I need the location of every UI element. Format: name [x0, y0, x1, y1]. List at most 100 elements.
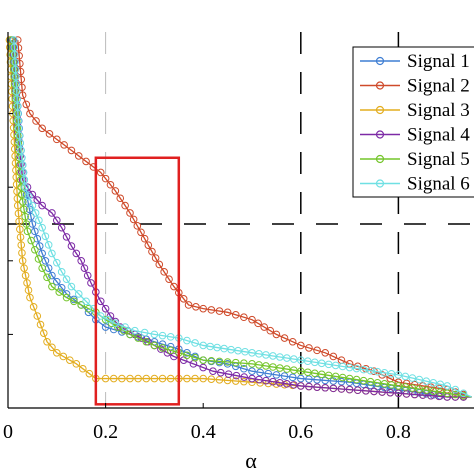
data-point [70, 297, 78, 306]
data-point [422, 377, 431, 385]
data-point [183, 336, 191, 345]
data-point [53, 216, 61, 225]
data-point [280, 372, 289, 380]
grid-lines [8, 32, 474, 408]
legend-label: Signal 5 [407, 149, 470, 170]
data-point [38, 201, 46, 210]
data-point [38, 124, 46, 133]
data-point [216, 368, 225, 377]
data-point [429, 378, 438, 387]
x-tick-label: 0.6 [288, 421, 313, 443]
x-tick-label: 0.8 [386, 421, 411, 443]
data-point [80, 264, 89, 272]
data-point [160, 268, 168, 276]
legend-label: Signal 2 [407, 76, 470, 97]
data-point [22, 220, 31, 228]
data-point [191, 339, 199, 347]
data-point [231, 310, 240, 319]
data-point [380, 368, 389, 377]
data-point [144, 241, 153, 249]
legend: Signal 1 Signal 2 Signal 3 Signal 4 Signal 5… [352, 46, 474, 198]
data-point [288, 373, 297, 382]
data-point [283, 380, 291, 388]
data-point [401, 372, 410, 381]
x-tick-label: 0.2 [93, 421, 118, 443]
data-point [87, 279, 95, 287]
data-point [183, 349, 191, 357]
data-point [207, 306, 216, 314]
data-point [48, 209, 56, 217]
data-point [14, 117, 23, 125]
series-line [13, 39, 472, 398]
data-point [313, 346, 321, 355]
data-point [29, 303, 38, 311]
data-point [451, 385, 460, 394]
data-point [184, 301, 193, 309]
data-point [77, 257, 85, 265]
data-point [451, 390, 460, 399]
data-point [38, 249, 46, 258]
data-point [142, 337, 151, 346]
data-point [373, 378, 382, 387]
data-point [199, 374, 207, 383]
legend-marker [375, 154, 385, 164]
data-point [207, 375, 216, 383]
data-point [199, 363, 207, 372]
legend-marker [375, 130, 385, 139]
data-point [19, 168, 28, 177]
data-point [60, 141, 68, 149]
data-point [111, 319, 120, 328]
x-tick-label: 0 [3, 421, 13, 443]
data-point [28, 220, 37, 228]
data-point [150, 341, 159, 350]
data-point [101, 374, 110, 383]
data-point [373, 367, 382, 376]
data-point [23, 279, 31, 287]
data-point [62, 293, 71, 302]
data-point [157, 345, 165, 353]
data-point [8, 36, 16, 44]
data-point [324, 360, 333, 369]
data-point [166, 346, 175, 355]
data-point [15, 217, 23, 226]
data-point [18, 257, 27, 265]
data-point [317, 370, 326, 379]
data-point [415, 385, 424, 393]
data-point [21, 212, 29, 221]
data-point [12, 80, 21, 88]
data-point [232, 371, 241, 380]
data-point [329, 352, 338, 361]
data-point [31, 245, 39, 254]
data-point [118, 374, 126, 383]
data-point [313, 375, 321, 384]
data-point [14, 146, 23, 155]
data-point [183, 351, 191, 360]
data-point [121, 323, 129, 331]
data-point [12, 87, 21, 96]
data-point [39, 329, 48, 337]
data-point [5, 36, 14, 44]
data-point [32, 117, 40, 125]
data-point [27, 212, 35, 221]
data-point [18, 249, 26, 257]
data-point [359, 365, 368, 374]
data-point [23, 227, 32, 236]
x-axis-label: α [245, 448, 257, 473]
data-point [31, 227, 39, 236]
data-point [96, 168, 105, 177]
data-point [170, 352, 178, 361]
data-point [22, 100, 31, 109]
data-point [290, 381, 298, 389]
data-point [43, 273, 51, 282]
data-point [207, 356, 216, 365]
data-point [41, 232, 50, 241]
data-point [443, 382, 452, 390]
data-point [20, 264, 28, 272]
data-point [14, 139, 23, 147]
data-point [199, 341, 207, 350]
data-point [84, 304, 93, 313]
data-point [150, 330, 159, 339]
data-point [386, 388, 395, 397]
data-point [24, 286, 33, 295]
data-point [192, 303, 200, 311]
